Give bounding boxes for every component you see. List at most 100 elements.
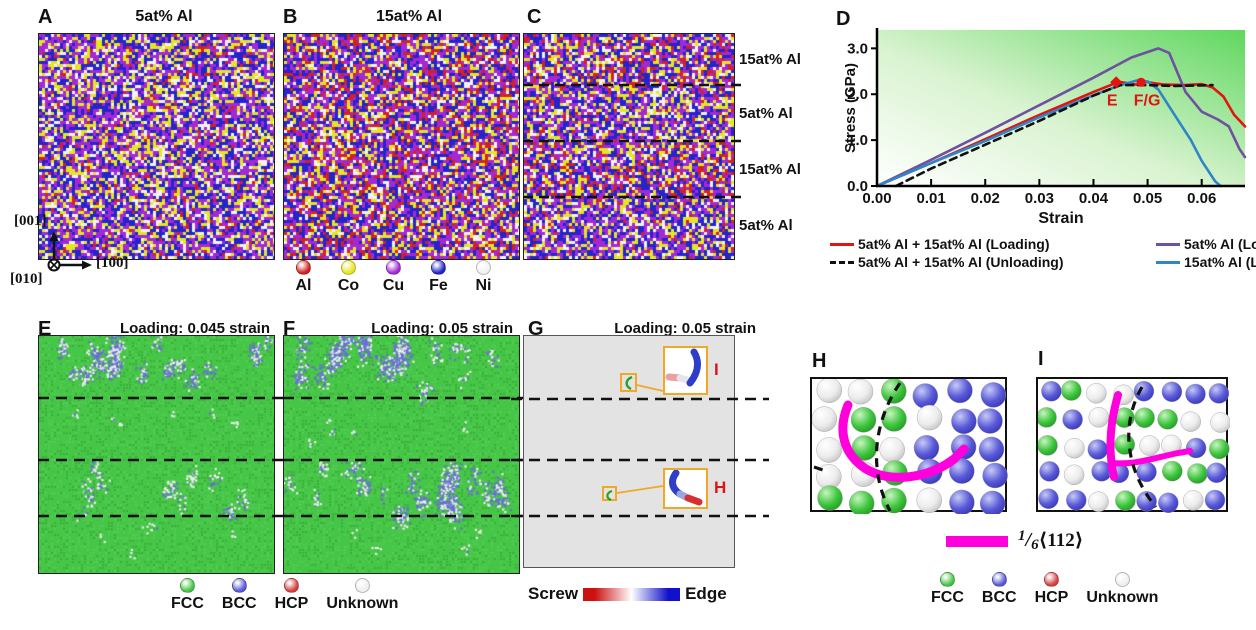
dislocation-loop-box-bottom <box>602 486 617 502</box>
layer-label-2: 5at% Al <box>739 105 793 122</box>
legend-line-icon <box>1156 242 1180 246</box>
unknown-dot-icon <box>1114 572 1130 587</box>
legend-label: BCC <box>981 589 1017 606</box>
burgers-vector-legend: 1/6⟨112⟩ <box>946 528 1083 554</box>
legend-label: Unknown <box>326 595 399 612</box>
legend-item-fe: Fe <box>416 260 461 295</box>
inset-top-label: I <box>714 360 719 379</box>
boundary-dashed-arc <box>1127 386 1158 509</box>
legend-line-icon <box>1156 260 1180 264</box>
panel-e-label: E <box>38 318 52 340</box>
svg-text:E: E <box>1107 92 1118 109</box>
svg-text:0.00: 0.00 <box>862 190 891 207</box>
legend-item-hcp: HCP <box>1034 572 1069 607</box>
chart-legend-label: 5at% Al (Loading) <box>1184 236 1256 252</box>
svg-text:2.0: 2.0 <box>847 86 868 103</box>
alloy-map-15at <box>283 33 520 260</box>
marker-F/G <box>1136 77 1146 87</box>
legend-label: BCC <box>221 595 257 612</box>
panel-b-label: B <box>283 6 298 28</box>
phase-legend: FCC BCC HCP Unknown <box>162 578 407 613</box>
legend-line-icon <box>830 260 854 264</box>
dislocation-inset-bottom <box>663 468 708 509</box>
panel-f-label: F <box>283 318 296 340</box>
svg-text:0.01: 0.01 <box>917 190 946 207</box>
y-axis-label: Stress (GPa) <box>845 63 859 153</box>
legend-label: HCP <box>274 595 309 612</box>
hcp-dot-icon <box>283 578 299 593</box>
alloy-map-5at <box>38 33 275 260</box>
legend-label: FCC <box>931 589 964 606</box>
legend-item-fcc: FCC <box>171 578 204 613</box>
legend-label: Co <box>337 277 360 294</box>
panel-g-label: G <box>528 318 544 340</box>
svg-text:0.0: 0.0 <box>847 178 868 195</box>
bcc-dot-icon <box>231 578 247 593</box>
series-3 <box>894 83 1214 188</box>
panel-g-title: Loading: 0.05 strain <box>614 320 756 337</box>
fcc-dot-icon <box>179 578 195 593</box>
screw-label: Screw <box>528 584 579 603</box>
chart-legend-label: 15at% Al (Loading) <box>1184 254 1256 270</box>
chart-legend-label: 5at% Al + 15at% Al (Loading) <box>858 236 1050 252</box>
boundary-dashed-arc <box>874 382 902 512</box>
axis-010-label: [010] <box>10 271 43 287</box>
hcp-dot-icon <box>1043 572 1059 587</box>
legend-item-cu: Cu <box>371 260 416 295</box>
al-dot-icon <box>296 260 311 275</box>
dislocation-segment-h-icon <box>669 469 703 506</box>
legend-item-unknown: Unknown <box>1086 572 1158 607</box>
legend-label: Unknown <box>1086 589 1159 606</box>
legend-label: FCC <box>171 595 204 612</box>
dislocation-segment-i-icon <box>665 348 701 387</box>
cu-dot-icon <box>386 260 401 275</box>
phase-map-005 <box>283 335 520 574</box>
legend-item-fcc: FCC <box>931 572 964 607</box>
legend-label: HCP <box>1034 589 1069 606</box>
svg-text:0.02: 0.02 <box>971 190 1000 207</box>
panel-i-label: I <box>1038 348 1044 370</box>
atomic-closeup-i <box>1036 377 1231 514</box>
fe-dot-icon <box>431 260 446 275</box>
legend-label: Ni <box>475 277 492 294</box>
burgers-vector-text: 1/6⟨112⟩ <box>1018 528 1084 553</box>
co-dot-icon <box>341 260 356 275</box>
svg-text:F/G: F/G <box>1134 92 1161 109</box>
panel-e-title: Loading: 0.045 strain <box>119 320 270 337</box>
panel-f-title: Loading: 0.05 strain <box>371 320 513 337</box>
chart-legend-item: 5at% Al (Loading) <box>1156 236 1256 252</box>
legend-label: Cu <box>382 277 405 294</box>
burgers-vector-path <box>838 400 969 482</box>
inset-bottom-label: H <box>714 478 727 497</box>
atomic-closeup-h <box>810 377 1008 517</box>
legend-item-hcp: HCP <box>274 578 309 613</box>
element-legend: Al Co Cu Fe Ni <box>281 260 506 295</box>
chart-legend: 5at% Al + 15at% Al (Loading) 5at% Al (Loa… <box>830 236 1256 270</box>
panel-a-title: 5at% Al <box>135 8 193 25</box>
legend-item-ni: Ni <box>461 260 506 295</box>
phase-legend: FCC BCC HCP Unknown <box>922 572 1167 607</box>
axis-001-label: [001] <box>14 213 47 229</box>
legend-item-bcc: BCC <box>982 572 1017 607</box>
dislocation-loop-box-top <box>620 373 637 392</box>
svg-text:0.05: 0.05 <box>1133 190 1162 207</box>
chart-legend-item: 5at% Al + 15at% Al (Unloading) <box>830 254 1152 270</box>
stress-strain-plot: 0.0 1.0 2.0 3.0 0.00 0.01 0.02 0.03 0.04 0.05 0.06… <box>842 28 1247 227</box>
legend-item-bcc: BCC <box>222 578 257 613</box>
svg-text:1.0: 1.0 <box>847 132 868 149</box>
edge-label: Edge <box>685 584 727 603</box>
panel-h-label: H <box>812 350 827 372</box>
ni-dot-icon <box>476 260 491 275</box>
bcc-dot-icon <box>991 572 1007 587</box>
dislocation-inset-top <box>663 346 708 395</box>
dislocation-loop-icon <box>606 489 613 502</box>
panel-b-title: 15at% Al <box>375 8 443 25</box>
stress-strain-chart: 0.0 1.0 2.0 3.0 0.00 0.01 0.02 0.03 0.04 0.05 0.06… <box>842 16 1256 231</box>
chart-legend-item: 15at% Al (Loading) <box>1156 254 1256 270</box>
sphere-rendering <box>811 377 1008 517</box>
legend-label: Al <box>295 277 312 294</box>
svg-text:3.0: 3.0 <box>847 40 868 57</box>
panel-d-label: D <box>836 8 851 30</box>
svg-text:0.04: 0.04 <box>1079 190 1109 207</box>
